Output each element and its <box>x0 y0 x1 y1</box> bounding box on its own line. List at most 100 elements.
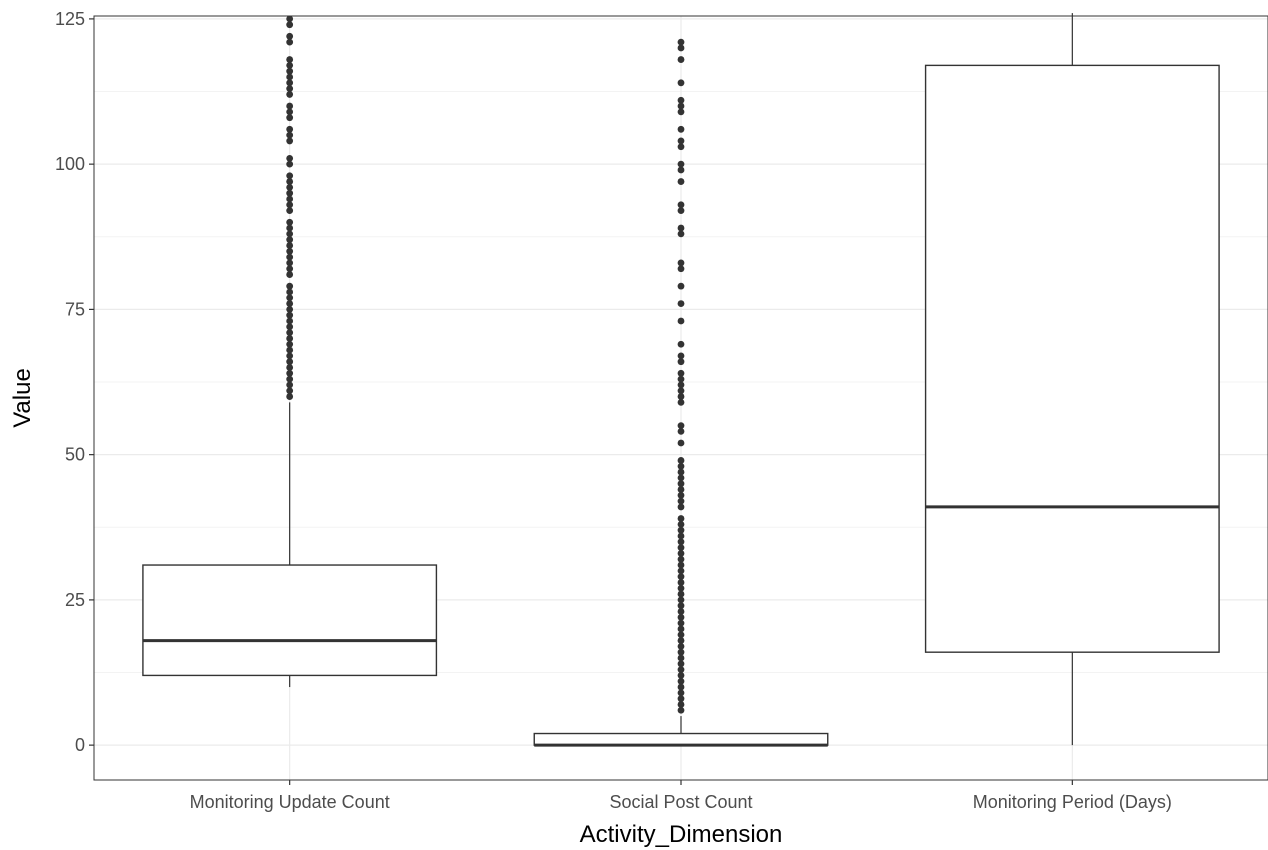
outlier-point <box>677 44 685 52</box>
outlier-point <box>677 462 685 470</box>
box-1 <box>142 402 438 688</box>
outlier-point <box>677 398 685 406</box>
outlier-point <box>677 422 685 429</box>
outlier-point <box>286 189 294 197</box>
box-3 <box>924 13 1220 746</box>
outlier-point <box>286 236 294 244</box>
outlier-point <box>677 79 685 87</box>
outlier-point <box>677 631 685 639</box>
x-axis: Monitoring Update Count Social Post Count… <box>190 780 1172 812</box>
outlier-point <box>677 439 685 447</box>
outlier-point <box>677 683 685 691</box>
outlier-point <box>286 335 294 342</box>
outlier-point <box>677 625 685 633</box>
y-tick-label: 50 <box>65 445 85 465</box>
outlier-point <box>677 300 685 307</box>
box-2 <box>533 716 829 747</box>
outlier-point <box>677 590 685 598</box>
outlier-point <box>677 695 685 703</box>
outlier-point <box>677 677 685 685</box>
x-tick-label: Monitoring Period (Days) <box>973 792 1172 812</box>
outlier-point <box>677 602 685 610</box>
outlier-point <box>677 387 685 395</box>
outlier-point <box>677 706 685 714</box>
outlier-point <box>677 654 685 662</box>
outlier-point <box>677 520 685 528</box>
box-iqr <box>924 64 1220 653</box>
outlier-point <box>677 672 685 679</box>
outlier-point <box>677 544 685 552</box>
outlier-point <box>286 311 294 319</box>
outlier-point <box>286 15 294 23</box>
outlier-point <box>286 108 294 116</box>
outlier-point <box>677 596 685 604</box>
y-tick-label: 75 <box>65 299 85 319</box>
outlier-point <box>286 369 294 377</box>
outlier-point <box>677 613 685 621</box>
outlier-point <box>286 137 294 145</box>
x-tick-label: Social Post Count <box>609 792 752 812</box>
outlier-point <box>286 265 294 273</box>
outlier-point <box>677 608 685 615</box>
outlier-point <box>286 85 294 93</box>
outlier-point <box>677 381 685 389</box>
outlier-point <box>677 224 685 232</box>
outlier-point <box>286 288 294 296</box>
outlier-point <box>677 701 685 708</box>
outlier-point <box>286 114 294 122</box>
outlier-point <box>286 67 294 75</box>
outlier-point <box>286 154 294 162</box>
outlier-point <box>677 428 685 435</box>
box-iqr <box>533 732 829 746</box>
y-tick-label: 25 <box>65 590 85 610</box>
outlier-point <box>677 38 685 46</box>
outlier-point <box>677 166 685 174</box>
outlier-point <box>286 358 294 366</box>
outlier-point <box>286 195 294 203</box>
outlier-point <box>286 79 294 87</box>
outlier-point <box>286 73 294 81</box>
outlier-point <box>286 253 294 261</box>
outlier-point <box>677 468 685 476</box>
outlier-point <box>286 282 294 290</box>
outlier-point <box>286 201 294 209</box>
outlier-point <box>677 567 685 575</box>
outlier-point <box>677 317 685 325</box>
outlier-point <box>677 102 685 110</box>
outlier-point <box>677 584 685 592</box>
outlier-point <box>677 637 685 644</box>
outlier-point <box>286 247 294 255</box>
outlier-point <box>677 579 685 586</box>
outlier-point <box>677 282 685 290</box>
x-tick-label: Monitoring Update Count <box>190 792 390 812</box>
outlier-point <box>286 183 294 191</box>
outlier-point <box>677 230 685 238</box>
outlier-point <box>286 352 294 360</box>
outlier-point <box>677 538 685 546</box>
outlier-point <box>677 259 685 267</box>
outlier-point <box>677 491 685 499</box>
outlier-point <box>286 56 294 63</box>
outlier-point <box>677 369 685 377</box>
outlier-point <box>677 108 685 116</box>
outlier-point <box>677 352 685 360</box>
outlier-point <box>677 648 685 656</box>
outlier-point <box>677 358 685 366</box>
outlier-point <box>677 480 685 488</box>
outlier-point <box>286 387 294 395</box>
outlier-point <box>677 375 685 383</box>
outlier-point <box>677 497 685 505</box>
outlier-point <box>677 56 685 63</box>
outlier-point <box>286 271 294 278</box>
outlier-point <box>677 619 685 627</box>
outlier-point <box>677 340 685 348</box>
outlier-point <box>677 265 685 273</box>
outlier-point <box>677 178 685 185</box>
outlier-point <box>286 346 294 354</box>
outlier-point <box>286 242 294 249</box>
outlier-point <box>286 375 294 383</box>
outlier-point <box>677 486 685 493</box>
outlier-point <box>286 393 294 400</box>
outlier-point <box>286 329 294 337</box>
